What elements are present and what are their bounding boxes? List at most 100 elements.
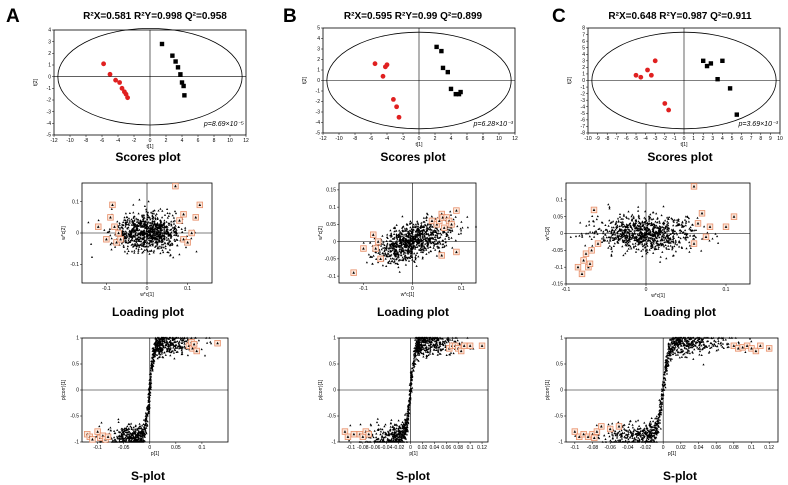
y-tick-label: -4	[581, 104, 586, 110]
y-tick-label: 0.15	[326, 188, 336, 194]
x-tick-label: 8	[759, 136, 762, 142]
highlighted-variable	[702, 233, 710, 241]
x-tick-label: 2	[165, 138, 168, 144]
highlight-marker	[361, 435, 365, 438]
highlight-marker	[379, 257, 382, 260]
highlight-marker	[584, 252, 588, 255]
highlighted-variable	[574, 263, 582, 271]
stats-header-b: R²X=0.595 R²Y=0.99 Q²=0.899	[344, 11, 483, 22]
score-point-group2	[178, 72, 183, 77]
score-point-group2	[439, 48, 444, 54]
caption-loading-a: Loading plot	[112, 305, 184, 319]
x-axis-label: p[1]	[151, 451, 160, 457]
y-tick-label: 4	[582, 52, 585, 58]
x-tick-label: -8	[353, 136, 358, 142]
y-tick-label: -4	[316, 120, 321, 126]
y-tick-label: 1	[582, 72, 585, 78]
highlight-marker	[576, 265, 580, 269]
highlighted-variable	[591, 434, 598, 442]
y-tick-label: 0.05	[553, 214, 563, 220]
caption-scores-b: Scores plot	[380, 150, 445, 164]
y-axis-label: p(corr)[1]	[61, 379, 67, 400]
score-point-group1	[391, 97, 396, 102]
highlight-marker	[367, 432, 371, 436]
x-tick-label: 0	[418, 136, 421, 142]
highlighted-variable	[365, 430, 372, 438]
y-tick-label: 8	[582, 26, 585, 32]
p-value-b: p=6.28×10⁻³	[472, 121, 513, 128]
highlighted-variable	[757, 342, 764, 349]
highlighted-variable	[180, 211, 187, 218]
highlighted-variable	[428, 217, 436, 225]
highlight-marker	[596, 242, 600, 245]
x-tick-label: -0.1	[571, 445, 580, 451]
highlight-marker	[352, 271, 355, 274]
x-tick-label: -0.02	[640, 445, 652, 451]
highlight-marker	[430, 219, 434, 223]
y-tick-label: -0.05	[552, 248, 564, 254]
highlighted-variable	[460, 342, 468, 349]
highlight-marker	[96, 430, 99, 433]
x-tick-label: -0.08	[357, 445, 369, 451]
plots-layer: -12 -10 -8 -6 -4 -2 0 2 4 6 8 10 12-5-4-3-2-101234t[…	[33, 26, 783, 457]
highlight-marker	[91, 437, 94, 441]
p-value-a: p=8.69×10⁻⁵	[203, 121, 244, 128]
plot-c-scores: -10 -9 -8 -7 -6 -5 -4 -3 -2 -1 0 1 2 3 4 5 6 7 8 9 10-8-7-6-…	[567, 26, 783, 148]
caption-scores-c: Scores plot	[647, 150, 712, 164]
highlight-marker	[736, 346, 740, 350]
y-tick-label: -3	[581, 98, 586, 104]
plot-a-scores: -12 -10 -8 -6 -4 -2 0 2 4 6 8 10 12-5-4-3-2-101234t[…	[33, 28, 249, 150]
highlight-marker	[117, 231, 120, 235]
caption-scores-a: Scores plot	[115, 150, 180, 164]
highlighted-variable	[350, 430, 358, 438]
y-tick-label: -2	[316, 99, 321, 105]
highlight-marker	[750, 346, 753, 350]
highlighted-variable	[588, 247, 595, 254]
score-point-group1	[396, 114, 402, 120]
x-tick-label: -2	[401, 136, 406, 142]
y-tick-label: 0	[48, 74, 51, 80]
score-point-group2	[727, 86, 733, 91]
x-tick-label: 10	[496, 136, 502, 142]
y-tick-label: 0.05	[326, 222, 336, 228]
highlight-marker	[741, 345, 744, 349]
score-point-group1	[394, 104, 399, 110]
highlight-marker	[352, 432, 356, 436]
highlight-marker	[346, 435, 350, 438]
highlight-marker	[608, 427, 612, 431]
y-tick-label: -0.15	[552, 282, 564, 288]
highlight-marker	[362, 247, 365, 250]
highlight-marker	[376, 240, 380, 243]
y-tick-label: -3	[47, 109, 52, 115]
highlighted-variable	[594, 240, 602, 247]
x-tick-label: -0.06	[369, 445, 381, 451]
highlighted-variable	[593, 428, 601, 435]
highlight-marker	[588, 262, 592, 265]
x-tick-label: 8	[213, 138, 216, 144]
highlight-marker	[732, 344, 736, 347]
highlight-marker	[178, 219, 181, 222]
highlight-marker	[192, 342, 196, 346]
x-axis-label: p[1]	[409, 451, 418, 457]
y-tick-label: -0.05	[325, 257, 337, 263]
score-point-group1	[638, 74, 644, 80]
x-tick-label: -9	[595, 136, 600, 142]
highlight-marker	[592, 436, 596, 439]
x-tick-label: 0.04	[694, 445, 704, 451]
x-tick-label: -0.08	[587, 445, 599, 451]
highlighted-variable	[698, 210, 706, 217]
caption-splot-c: S-plot	[663, 469, 697, 483]
y-tick-label: 0	[582, 78, 585, 84]
highlighted-variable	[103, 236, 110, 243]
x-tick-label: 0.12	[764, 445, 774, 451]
y-tick-label: 1	[76, 336, 79, 342]
highlighted-variable	[586, 260, 594, 267]
highlighted-variable	[184, 239, 191, 246]
y-tick-label: -1	[581, 85, 586, 91]
x-tick-label: -5	[634, 136, 639, 142]
y-tick-label: 0.5	[556, 362, 563, 368]
highlighted-variable	[176, 217, 183, 224]
highlight-marker	[182, 212, 185, 216]
variable-cloud	[569, 203, 720, 263]
y-axis-label: w*c[2]	[545, 226, 551, 240]
